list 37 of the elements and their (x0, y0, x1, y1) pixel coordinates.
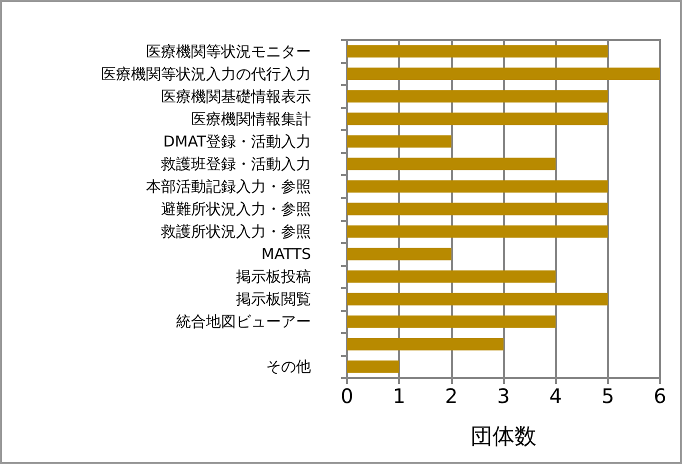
x-tick-label: 3 (497, 384, 510, 408)
y-tick-label: 救護所状況入力・参照 (160, 222, 311, 241)
x-axis-title: 団体数 (470, 424, 536, 450)
y-tick-label: 掲示板閲覧 (236, 290, 311, 308)
y-tick-label: 本部活動記録入力・参照 (146, 177, 311, 196)
y-tick-label: 医療機関情報集計 (191, 110, 311, 128)
bar (347, 292, 608, 306)
y-tick-label: 統合地図ビューアー (176, 312, 311, 331)
y-tick-label: 医療機関等状況入力の代行入力 (101, 64, 311, 83)
y-tick-label: 掲示板投稿 (236, 268, 311, 286)
y-tick-label: 救護班登録・活動入力 (160, 154, 311, 173)
bar (347, 112, 608, 126)
bar (347, 270, 556, 283)
x-tick-label: 4 (549, 384, 562, 408)
bar (347, 225, 608, 238)
y-tick-label: MATTS (261, 245, 311, 264)
y-tick-label: 医療機関等状況モニター (146, 42, 311, 60)
bar (347, 360, 400, 373)
x-tick-label: 6 (654, 384, 666, 408)
bar (347, 180, 608, 193)
bar (347, 315, 556, 328)
y-tick-label: DMAT登録・活動入力 (163, 132, 311, 150)
bar (347, 90, 608, 103)
x-tick-label: 0 (340, 384, 354, 408)
bar (347, 248, 452, 260)
bar (347, 158, 556, 170)
x-tick-label: 2 (444, 384, 458, 408)
y-tick-label: 避難所状況入力・参照 (161, 200, 311, 218)
x-tick-label: 5 (601, 384, 614, 408)
bar (347, 135, 452, 148)
y-tick-label: 医療機関基礎情報表示 (161, 87, 311, 106)
x-tick-label: 1 (392, 384, 406, 408)
y-tick-label: その他 (266, 358, 311, 376)
bar (347, 202, 608, 216)
bar (347, 68, 660, 80)
bar (347, 45, 608, 58)
bar (347, 338, 504, 350)
